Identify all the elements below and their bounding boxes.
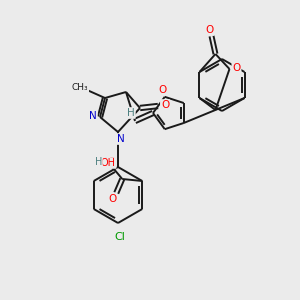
Text: N: N xyxy=(89,111,97,121)
Text: OH: OH xyxy=(101,158,116,168)
Text: O: O xyxy=(206,25,214,35)
Text: N: N xyxy=(117,134,125,144)
Text: CH₃: CH₃ xyxy=(72,82,88,91)
Text: O: O xyxy=(107,157,116,167)
Text: O: O xyxy=(159,85,167,95)
Text: O: O xyxy=(161,100,169,110)
Text: H: H xyxy=(100,157,108,167)
Text: H: H xyxy=(94,157,102,167)
Text: O: O xyxy=(232,63,241,73)
Text: Cl: Cl xyxy=(115,232,125,242)
Text: O: O xyxy=(108,194,116,204)
Text: H: H xyxy=(127,108,135,118)
